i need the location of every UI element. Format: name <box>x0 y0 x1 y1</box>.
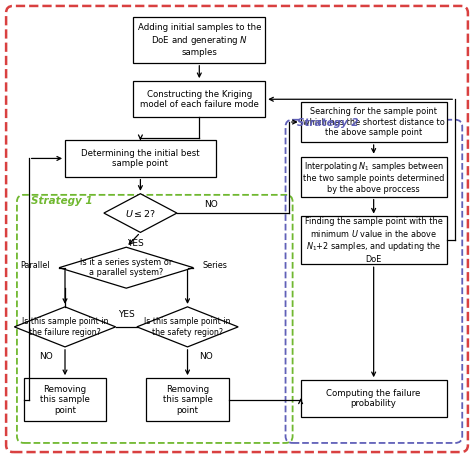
Polygon shape <box>14 307 116 347</box>
Text: Removing
this sample
point: Removing this sample point <box>40 385 90 414</box>
Polygon shape <box>59 247 193 288</box>
Text: Constructing the Kriging
model of each failure mode: Constructing the Kriging model of each f… <box>140 90 259 109</box>
FancyBboxPatch shape <box>133 81 265 117</box>
Text: NO: NO <box>39 352 53 361</box>
Text: Computing the failure
probability: Computing the failure probability <box>327 389 421 408</box>
FancyBboxPatch shape <box>24 378 106 421</box>
Text: Finding the sample point with the
minimum $U$ value in the above
$N_1$+2 samples: Finding the sample point with the minimu… <box>305 217 443 264</box>
FancyBboxPatch shape <box>301 380 447 417</box>
Text: Removing
this sample
point: Removing this sample point <box>163 385 212 414</box>
FancyBboxPatch shape <box>301 102 447 142</box>
Text: Series: Series <box>203 261 228 270</box>
FancyBboxPatch shape <box>133 17 265 63</box>
FancyBboxPatch shape <box>301 217 447 264</box>
Text: Strategy 2: Strategy 2 <box>297 118 359 128</box>
FancyBboxPatch shape <box>146 378 229 421</box>
Text: Determining the initial best
sample point: Determining the initial best sample poin… <box>81 149 200 168</box>
Text: Is it a series system or
a parallel system?: Is it a series system or a parallel syst… <box>80 258 173 278</box>
Text: NO: NO <box>200 352 213 361</box>
Text: $U$$\leq$2?: $U$$\leq$2? <box>125 207 156 218</box>
Text: Searching for the sample point
which has the shortest distance to
the above samp: Searching for the sample point which has… <box>303 107 445 137</box>
Text: YES: YES <box>128 239 144 248</box>
Text: YES: YES <box>118 310 135 319</box>
Text: NO: NO <box>204 200 218 209</box>
Text: Adding initial samples to the
DoE and generating $N$
samples: Adding initial samples to the DoE and ge… <box>137 23 261 57</box>
FancyBboxPatch shape <box>301 157 447 196</box>
Text: Interpolating $N_1$ samples between
the two sample points determined
by the abov: Interpolating $N_1$ samples between the … <box>303 160 444 194</box>
Text: Strategy 1: Strategy 1 <box>31 196 92 206</box>
FancyBboxPatch shape <box>65 140 216 177</box>
Text: Is this sample point in
the failure region?: Is this sample point in the failure regi… <box>22 317 108 337</box>
Polygon shape <box>104 194 177 232</box>
Text: Is this sample point in
the safety region?: Is this sample point in the safety regio… <box>144 317 231 337</box>
Text: Parallel: Parallel <box>20 261 50 270</box>
Polygon shape <box>137 307 238 347</box>
